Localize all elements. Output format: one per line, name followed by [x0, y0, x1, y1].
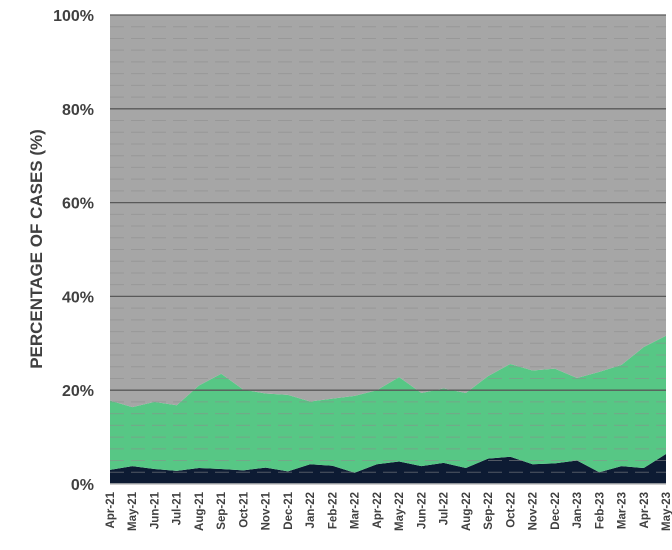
- x-tick-label: May-23: [661, 492, 672, 531]
- x-tick-label: Aug-21: [194, 491, 206, 531]
- x-tick-label: Sep-21: [216, 491, 228, 529]
- y-tick-label: 80%: [62, 102, 94, 119]
- y-axis-ticks: 0% 20% 40% 60% 80% 100%: [53, 8, 94, 494]
- x-tick-label: Sep-22: [483, 492, 495, 530]
- x-tick-label: Feb-23: [594, 492, 606, 529]
- x-tick-label: Oct-22: [505, 492, 517, 528]
- x-tick-label: Nov-21: [261, 491, 273, 530]
- x-tick-label: Dec-22: [550, 492, 562, 530]
- x-tick-label: Jun-21: [149, 491, 161, 529]
- area-series-3: [110, 15, 666, 408]
- x-tick-label: Dec-21: [283, 491, 295, 529]
- x-tick-label: Mar-22: [350, 492, 362, 529]
- x-tick-label: Jul-21: [172, 491, 184, 525]
- y-axis-label: PERCENTAGE OF CASES (%): [27, 129, 46, 369]
- x-tick-label: Oct-21: [238, 491, 250, 527]
- x-tick-label: Aug-22: [461, 492, 473, 531]
- x-tick-label: May-21: [127, 491, 139, 531]
- x-tick-label: Apr-23: [639, 492, 651, 528]
- series-areas: [110, 15, 666, 484]
- y-tick-label: 0%: [71, 477, 94, 494]
- area-series-2: [110, 335, 666, 473]
- x-tick-label: May-22: [394, 492, 406, 531]
- area-series-1: [110, 453, 666, 484]
- x-tick-label: Jun-22: [416, 492, 428, 529]
- x-tick-label: Jan-22: [305, 492, 317, 528]
- y-tick-label: 40%: [62, 289, 94, 306]
- x-tick-label: Mar-23: [617, 492, 629, 529]
- x-tick-label: Nov-22: [528, 492, 540, 530]
- x-tick-label: Jul-22: [439, 492, 451, 525]
- x-tick-label: Feb-22: [327, 492, 339, 529]
- x-axis-ticks: Apr-21 May-21 Jun-21 Jul-21 Aug-21 Sep-21 Oct-…: [105, 491, 672, 531]
- y-tick-label: 60%: [62, 196, 94, 213]
- y-tick-label: 100%: [53, 8, 94, 25]
- x-tick-label: Apr-22: [372, 492, 384, 528]
- gridlines: [110, 14, 666, 473]
- y-tick-label: 20%: [62, 383, 94, 400]
- x-tick-label: Jan-23: [572, 492, 584, 528]
- x-tick-label: Apr-21: [105, 491, 117, 528]
